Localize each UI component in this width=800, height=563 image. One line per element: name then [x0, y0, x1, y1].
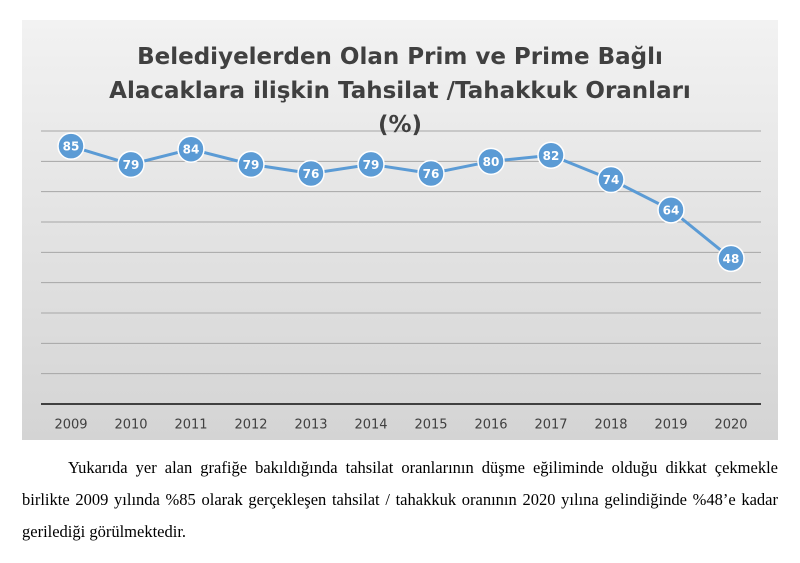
- data-label: 76: [303, 167, 320, 181]
- marker: [717, 244, 745, 273]
- paragraph: Yukarıda yer alan grafiğe bakıldığında t…: [22, 458, 778, 541]
- data-label: 85: [63, 140, 80, 154]
- x-tick-label: 2009: [54, 418, 87, 433]
- marker: [657, 196, 685, 224]
- x-tick-label: 2015: [414, 418, 447, 433]
- x-tick-label: 2013: [294, 418, 327, 433]
- marker: [357, 150, 385, 179]
- data-label: 64: [663, 203, 680, 217]
- marker: [57, 132, 85, 160]
- x-tick-label: 2020: [714, 418, 747, 433]
- data-label: 84: [183, 143, 200, 157]
- x-tick-label: 2012: [234, 418, 267, 433]
- marker: [297, 159, 325, 188]
- x-tick-label: 2014: [354, 418, 387, 433]
- data-label: 48: [723, 252, 740, 266]
- x-tick-label: 2016: [474, 418, 507, 433]
- data-label: 79: [363, 158, 380, 172]
- data-label: 80: [483, 155, 500, 169]
- x-tick-label: 2018: [594, 418, 627, 433]
- chart-container: 2009 2010 2011 2012 2013 2014 2015 2016 2017 2018…: [22, 20, 778, 440]
- marker: [417, 159, 445, 188]
- chart: 2009 2010 2011 2012 2013 2014 2015 2016 2017 2018…: [22, 20, 778, 440]
- data-label: 79: [123, 158, 140, 172]
- data-label: 79: [243, 158, 260, 172]
- marker: [477, 147, 505, 176]
- marker: [117, 150, 145, 179]
- marker: [537, 141, 565, 170]
- x-tick-label: 2017: [534, 418, 567, 433]
- marker: [597, 165, 625, 194]
- marker: [177, 135, 205, 163]
- data-label: 76: [423, 167, 440, 181]
- marker: [237, 150, 265, 179]
- x-tick-label: 2010: [114, 418, 147, 433]
- chart-background: [22, 20, 778, 440]
- x-tick-label: 2019: [654, 418, 687, 433]
- x-tick-label: 2011: [174, 418, 207, 433]
- data-label: 74: [603, 173, 620, 187]
- chart-title: Belediyelerden Olan Prim ve Prime Bağlı …: [109, 44, 691, 138]
- data-label: 82: [543, 149, 560, 163]
